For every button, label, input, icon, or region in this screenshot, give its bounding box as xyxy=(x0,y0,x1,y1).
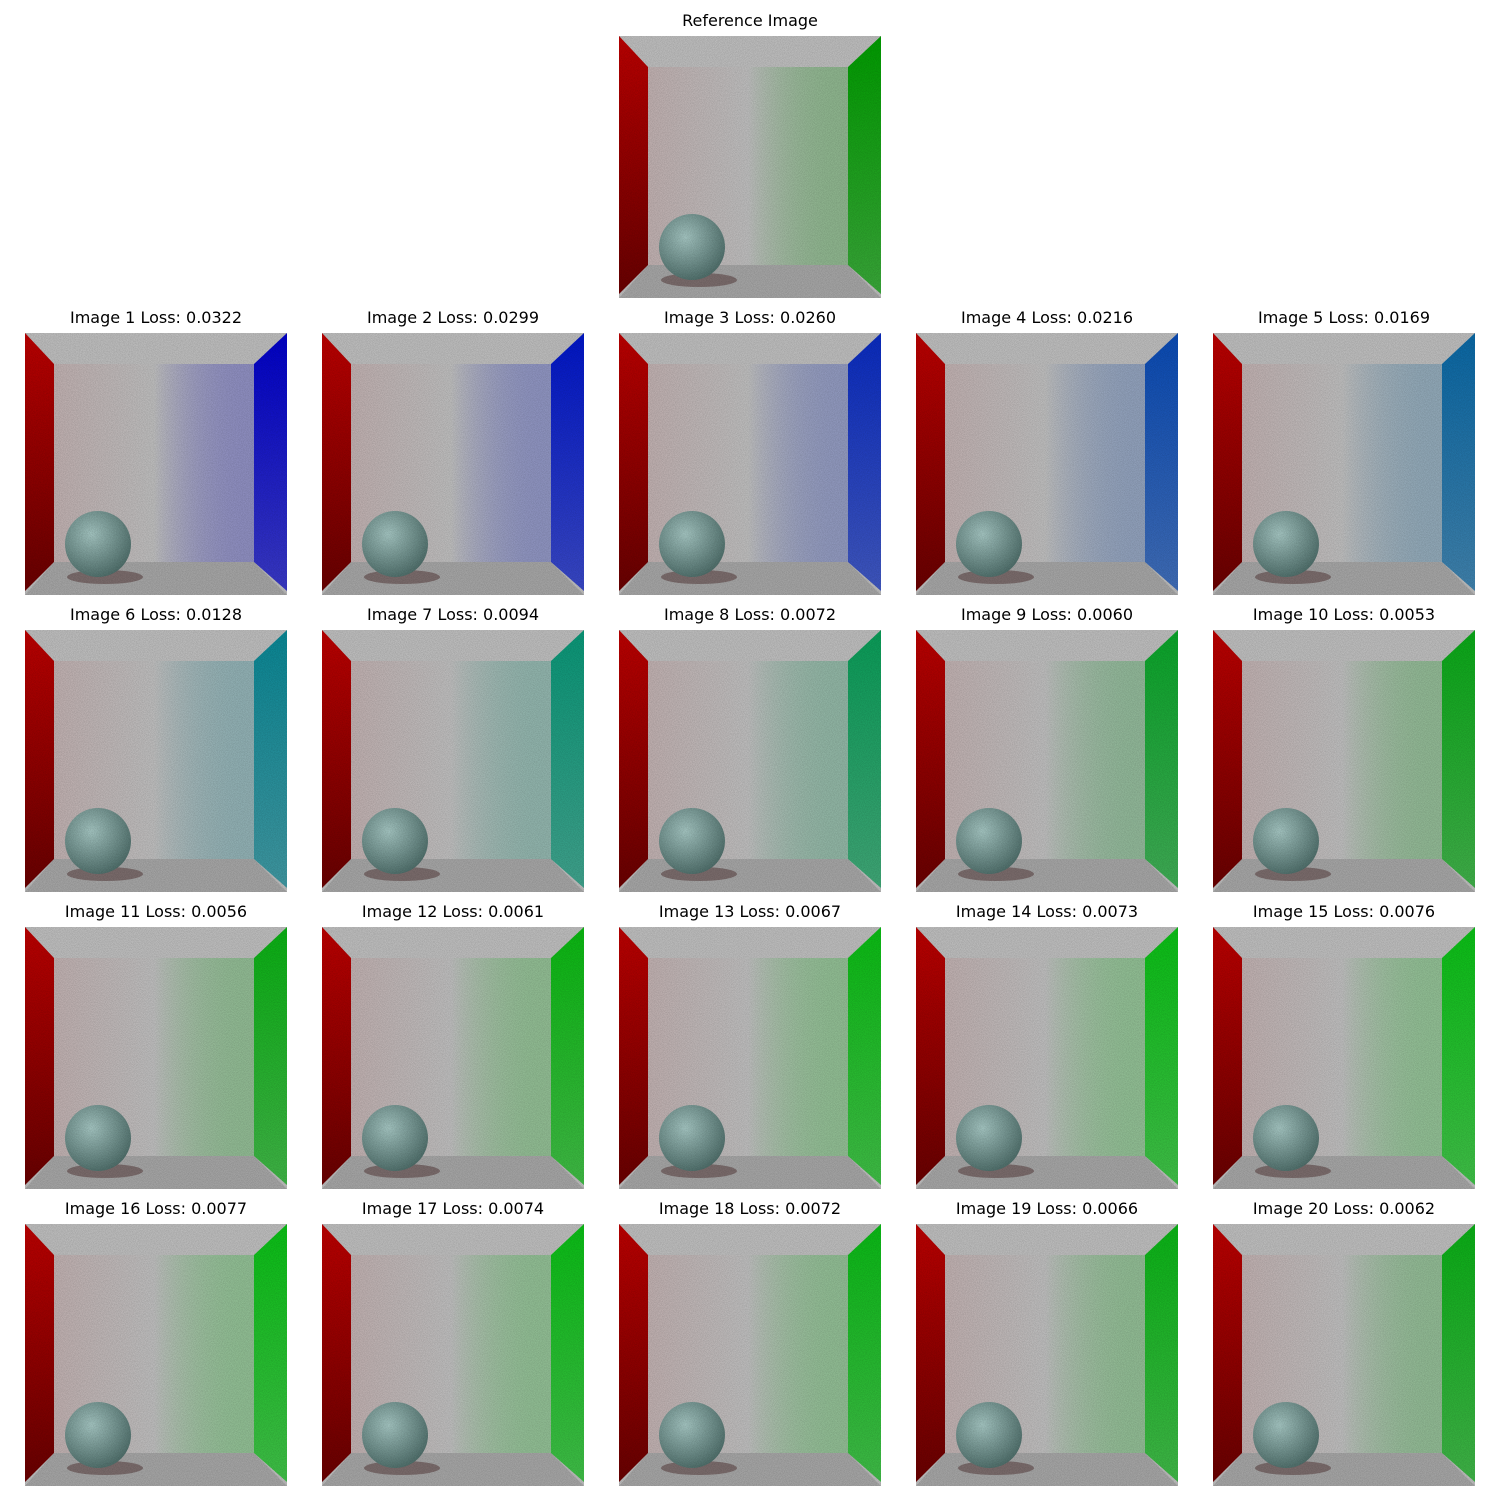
render-title: Image 11 Loss: 0.0056 xyxy=(64,902,248,921)
cornell-box-image xyxy=(916,333,1178,595)
render-title: Image 16 Loss: 0.0077 xyxy=(64,1199,248,1218)
render-noise xyxy=(619,630,881,892)
render-noise xyxy=(619,927,881,1189)
render-noise xyxy=(619,333,881,595)
cornell-box-image xyxy=(25,630,287,892)
render-noise xyxy=(25,1224,287,1486)
render-noise xyxy=(916,333,1178,595)
cornell-box-image xyxy=(1213,630,1475,892)
render-title: Image 12 Loss: 0.0061 xyxy=(361,902,545,921)
render-noise xyxy=(1213,1224,1475,1486)
cornell-box-image xyxy=(25,333,287,595)
render-noise xyxy=(916,927,1178,1189)
render-title: Image 1 Loss: 0.0322 xyxy=(69,308,242,327)
render-noise xyxy=(322,630,584,892)
render-title: Image 17 Loss: 0.0074 xyxy=(361,1199,545,1218)
cornell-box-image xyxy=(1213,333,1475,595)
cornell-box-image xyxy=(25,1224,287,1486)
render-noise xyxy=(1213,333,1475,595)
cornell-box-image xyxy=(619,36,881,298)
render-noise xyxy=(25,927,287,1189)
cornell-box-image xyxy=(1213,927,1475,1189)
render-noise xyxy=(1213,630,1475,892)
cornell-box-image xyxy=(619,927,881,1189)
cornell-box-image xyxy=(322,927,584,1189)
render-noise xyxy=(322,927,584,1189)
render-title: Image 20 Loss: 0.0062 xyxy=(1252,1199,1436,1218)
render-noise xyxy=(322,333,584,595)
render-title: Image 14 Loss: 0.0073 xyxy=(955,902,1139,921)
cornell-box-image xyxy=(619,630,881,892)
render-noise xyxy=(916,1224,1178,1486)
cornell-box-image xyxy=(322,630,584,892)
reference-title: Reference Image xyxy=(682,11,818,30)
cornell-box-image xyxy=(25,927,287,1189)
render-title: Image 10 Loss: 0.0053 xyxy=(1252,605,1436,624)
render-noise xyxy=(322,1224,584,1486)
render-title: Image 2 Loss: 0.0299 xyxy=(366,308,539,327)
render-noise xyxy=(1213,927,1475,1189)
render-title: Image 13 Loss: 0.0067 xyxy=(658,902,842,921)
render-noise xyxy=(25,333,287,595)
render-title: Image 5 Loss: 0.0169 xyxy=(1257,308,1430,327)
cornell-box-image xyxy=(322,1224,584,1486)
render-title: Image 15 Loss: 0.0076 xyxy=(1252,902,1436,921)
render-noise xyxy=(619,36,881,298)
cornell-box-image xyxy=(916,927,1178,1189)
render-title: Image 6 Loss: 0.0128 xyxy=(69,605,242,624)
render-title: Image 18 Loss: 0.0072 xyxy=(658,1199,842,1218)
cornell-box-image xyxy=(619,1224,881,1486)
cornell-box-image xyxy=(916,630,1178,892)
render-title: Image 8 Loss: 0.0072 xyxy=(663,605,836,624)
render-title: Image 7 Loss: 0.0094 xyxy=(366,605,539,624)
render-noise xyxy=(916,630,1178,892)
cornell-box-image xyxy=(322,333,584,595)
render-title: Image 19 Loss: 0.0066 xyxy=(955,1199,1139,1218)
render-title: Image 4 Loss: 0.0216 xyxy=(960,308,1133,327)
cornell-box-image xyxy=(1213,1224,1475,1486)
cornell-box-image xyxy=(916,1224,1178,1486)
render-title: Image 9 Loss: 0.0060 xyxy=(960,605,1133,624)
render-title: Image 3 Loss: 0.0260 xyxy=(663,308,836,327)
render-noise xyxy=(25,630,287,892)
cornell-box-image xyxy=(619,333,881,595)
render-noise xyxy=(619,1224,881,1486)
